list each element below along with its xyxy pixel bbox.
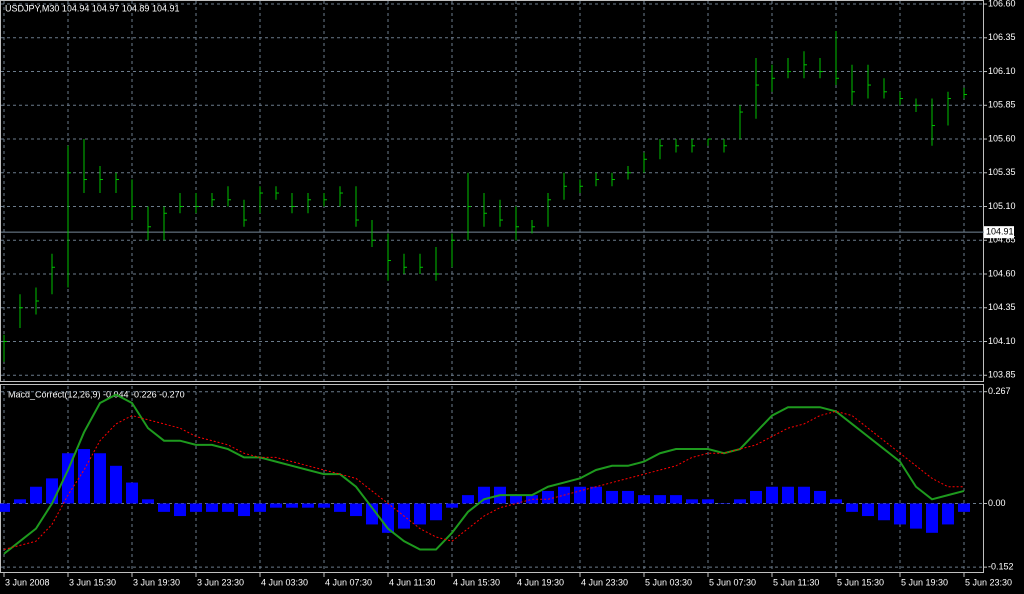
y-tick-label: 106.60 (988, 0, 1016, 8)
macd-panel (0, 384, 984, 573)
histogram-bar (318, 503, 330, 508)
last-price-box (984, 226, 1014, 239)
x-tick-label: 5 Jun 07:30 (709, 577, 756, 587)
histogram-bar (654, 495, 666, 504)
histogram-bar (814, 490, 826, 504)
x-tick-label: 4 Jun 11:30 (389, 577, 435, 587)
histogram-bar (206, 503, 218, 512)
histogram-bar (350, 503, 362, 517)
signal-line (3, 410, 964, 551)
y-tick-label: 106.10 (988, 66, 1016, 76)
macd-title: Macd_Correct(12,26,9) -0.044 -0.226 -0.2… (8, 389, 185, 399)
histogram-bar (590, 486, 602, 504)
histogram-bar (574, 486, 586, 504)
x-tick-label: 4 Jun 23:30 (581, 577, 628, 587)
histogram-bar (782, 486, 794, 504)
histogram-bar (0, 503, 10, 512)
x-tick-label: 3 Jun 2008 (5, 577, 50, 587)
histogram-bar (126, 482, 138, 504)
histogram-bar (94, 453, 106, 504)
histogram-bar (702, 499, 714, 504)
histogram-bar (254, 503, 266, 512)
y-tick-label: 105.35 (988, 167, 1016, 177)
x-tick-label: 3 Jun 15:30 (69, 577, 116, 587)
histogram-bar (62, 453, 74, 504)
x-tick-label: 3 Jun 19:30 (133, 577, 180, 587)
histogram-bar (286, 503, 298, 508)
y-tick-label: 106.35 (988, 32, 1016, 42)
y-tick-label: 104.85 (988, 235, 1016, 245)
histogram-bar (846, 503, 858, 512)
x-tick-label: 4 Jun 07:30 (325, 577, 372, 587)
histogram-bar (910, 503, 922, 529)
price-panel (0, 0, 984, 382)
histogram-bar (478, 486, 490, 504)
x-tick-label: 5 Jun 15:30 (837, 577, 884, 587)
histogram-bar (878, 503, 890, 521)
y-tick-label: 104.35 (988, 302, 1016, 312)
histogram-bar (366, 503, 378, 525)
y-tick-label: 104.10 (988, 336, 1016, 346)
histogram-bar (222, 503, 234, 512)
histogram-bar (942, 503, 954, 525)
x-tick-label: 5 Jun 11:30 (773, 577, 819, 587)
histogram-bar (302, 503, 314, 508)
histogram-bar (622, 490, 634, 504)
macd-line (3, 393, 965, 555)
histogram-bar (14, 499, 26, 504)
y-tick-label: 105.85 (988, 100, 1016, 110)
histogram-bar (414, 503, 426, 525)
histogram-bar (734, 499, 746, 504)
histogram-bar (78, 449, 90, 504)
histogram-bar (334, 503, 346, 512)
last-price-label: 104.91 (986, 227, 1014, 237)
histogram-bar (686, 499, 698, 504)
histogram-bar (526, 495, 538, 504)
histogram-bar (862, 503, 874, 517)
histogram-bar (670, 495, 682, 504)
x-tick-label: 4 Jun 19:30 (517, 577, 564, 587)
histogram-bar (638, 495, 650, 504)
histogram-bar (446, 503, 458, 508)
histogram-bar (30, 486, 42, 504)
histogram-bar (174, 503, 186, 517)
histogram-bar (142, 499, 154, 504)
y-tick-label: 105.60 (988, 133, 1016, 143)
y-tick-label: -0.152 (988, 562, 1014, 572)
histogram-bar (190, 503, 202, 512)
x-tick-label: 4 Jun 03:30 (261, 577, 308, 587)
histogram-bar (798, 486, 810, 504)
histogram-bar (750, 490, 762, 504)
x-tick-label: 3 Jun 23:30 (197, 577, 244, 587)
x-tick-label: 5 Jun 19:30 (901, 577, 948, 587)
histogram-bar (158, 503, 170, 512)
x-tick-label: 5 Jun 23:30 (965, 577, 1012, 587)
x-tick-label: 5 Jun 03:30 (645, 577, 692, 587)
histogram-bar (958, 503, 970, 512)
histogram-bar (510, 495, 522, 504)
y-tick-label: 103.85 (988, 370, 1016, 380)
y-tick-label: 0.00 (988, 498, 1006, 508)
histogram-bar (430, 503, 442, 521)
y-tick-label: 0.267 (988, 386, 1011, 396)
histogram-bar (542, 490, 554, 504)
histogram-bar (46, 478, 58, 504)
histogram-bar (110, 465, 122, 504)
histogram-bar (718, 503, 730, 504)
histogram-bar (462, 495, 474, 504)
histogram-bar (894, 503, 906, 525)
histogram-bar (766, 486, 778, 504)
histogram-bar (606, 490, 618, 504)
y-tick-label: 105.10 (988, 201, 1016, 211)
y-tick-label: 104.60 (988, 268, 1016, 278)
x-tick-label: 4 Jun 15:30 (453, 577, 500, 587)
histogram-bar (270, 503, 282, 508)
histogram-bar (238, 503, 250, 517)
histogram-bar (926, 503, 938, 533)
price-title: USDJPY,M30 104.94 104.97 104.89 104.91 (5, 3, 179, 13)
histogram-bar (830, 499, 842, 504)
